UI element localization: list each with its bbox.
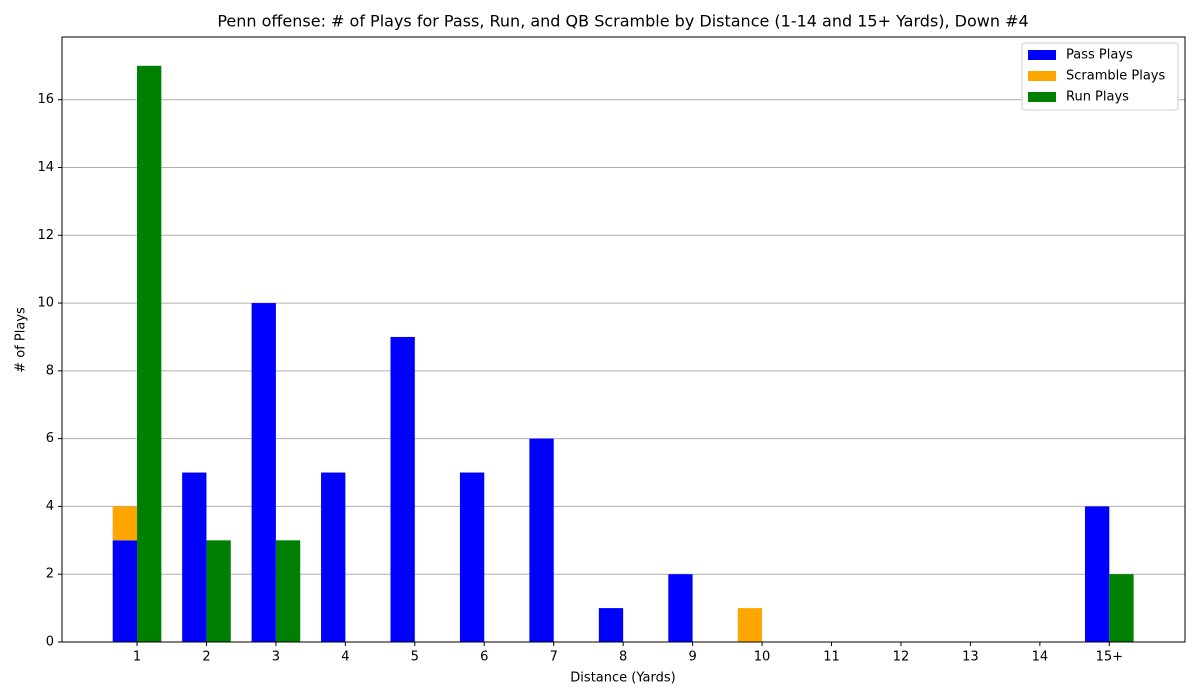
bar	[182, 472, 207, 642]
y-tick-label: 6	[46, 431, 54, 446]
bar	[737, 608, 763, 642]
x-axis-label: Distance (Yards)	[570, 671, 675, 686]
plot-frame	[61, 36, 1186, 643]
legend-box	[1021, 42, 1179, 111]
bar	[1109, 574, 1134, 642]
y-axis-label: # of Plays	[14, 307, 29, 373]
bar	[251, 303, 276, 642]
bar	[206, 540, 231, 642]
x-tick-label: 11	[823, 650, 840, 665]
bar	[112, 506, 138, 541]
legend-label: Run Plays	[1066, 90, 1129, 105]
x-tick-label: 12	[893, 650, 910, 665]
x-tick-label: 8	[619, 650, 627, 665]
y-tick-label: 10	[37, 296, 54, 311]
bar	[459, 472, 485, 642]
x-tick-label: 1	[133, 650, 141, 665]
x-tick-label: 4	[341, 650, 349, 665]
x-tick-label: 13	[962, 650, 979, 665]
x-tick-label: 14	[1032, 650, 1049, 665]
x-tick-label: 15+	[1096, 650, 1123, 665]
x-tick-label: 5	[411, 650, 419, 665]
chart-title: Penn offense: # of Plays for Pass, Run, …	[217, 12, 1028, 31]
bar	[668, 574, 693, 642]
bar	[112, 540, 138, 642]
x-tick-label: 7	[550, 650, 558, 665]
y-tick-label: 8	[46, 363, 54, 378]
bar	[137, 65, 162, 643]
legend-swatch	[1028, 92, 1056, 102]
y-tick-label: 0	[46, 635, 54, 650]
bar	[598, 608, 624, 642]
y-tick-label: 4	[46, 499, 54, 514]
y-tick-label: 12	[37, 228, 54, 243]
legend-label: Scramble Plays	[1066, 69, 1165, 84]
x-tick-label: 3	[272, 650, 280, 665]
x-tick-label: 9	[688, 650, 696, 665]
x-tick-label: 2	[202, 650, 210, 665]
legend-swatch	[1028, 71, 1056, 81]
legend-label: Pass Plays	[1066, 48, 1133, 63]
bar	[390, 336, 415, 642]
bar	[321, 472, 346, 642]
legend-swatch	[1028, 50, 1056, 60]
y-tick-label: 16	[37, 92, 54, 107]
bar	[1084, 506, 1110, 642]
y-tick-label: 14	[37, 160, 54, 175]
x-tick-label: 10	[754, 650, 771, 665]
x-tick-label: 6	[480, 650, 488, 665]
y-tick-label: 2	[46, 567, 54, 582]
bar	[529, 438, 554, 642]
bar	[275, 540, 301, 642]
